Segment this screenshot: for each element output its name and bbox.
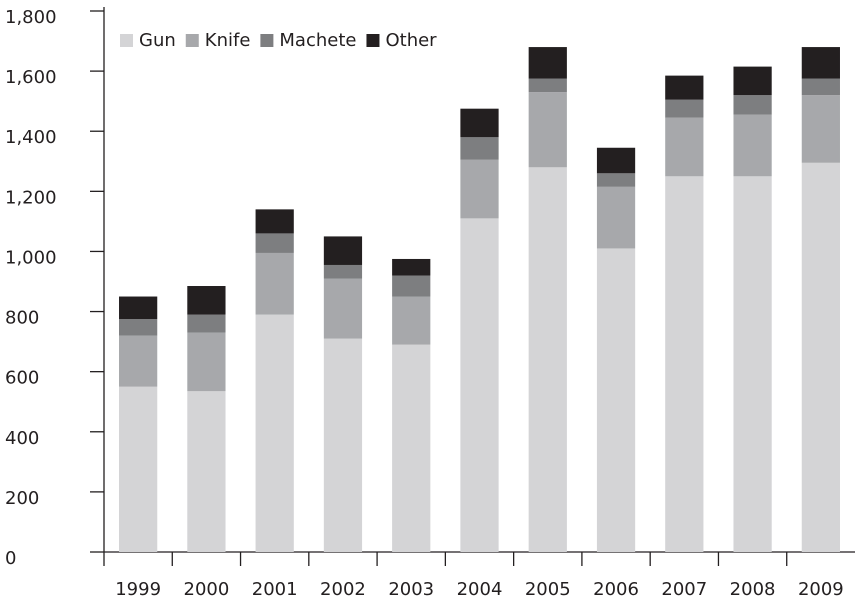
bar-segment <box>460 108 499 138</box>
bar-segment <box>596 248 636 552</box>
bar-segment <box>733 95 772 115</box>
legend-label: Machete <box>279 30 356 51</box>
bar-segment <box>392 296 431 345</box>
y-tick-label: 1,600 <box>5 67 57 88</box>
bar-segment <box>323 278 363 339</box>
x-tick-label: 2008 <box>730 579 776 600</box>
legend-label: Knife <box>205 30 251 51</box>
bar-segment <box>733 114 772 177</box>
legend-swatch <box>260 34 274 47</box>
y-tick-label: 200 <box>5 488 39 509</box>
bar-segment <box>460 137 499 160</box>
y-tick-label: 1,000 <box>5 247 57 268</box>
bar-segment <box>119 319 158 336</box>
legend-swatch <box>366 34 380 47</box>
bar-segment <box>665 75 704 100</box>
bar-segment <box>323 264 363 279</box>
bar-segment <box>460 159 499 219</box>
bar-segment <box>733 176 772 553</box>
bar-segment <box>596 147 636 174</box>
x-tick-label: 1999 <box>115 579 161 600</box>
bar-segment <box>392 344 431 552</box>
bar-segment <box>665 176 704 553</box>
bar-segment <box>665 99 704 118</box>
x-tick-label: 2000 <box>184 579 230 600</box>
y-tick-label: 800 <box>5 308 39 329</box>
bar-segment <box>255 209 294 234</box>
y-tick-label: 600 <box>5 368 39 389</box>
bar-segment <box>596 186 636 249</box>
bar-segment <box>460 218 499 552</box>
bar-segment <box>187 332 226 392</box>
bar-segment <box>528 167 567 553</box>
bar-segment <box>528 78 567 93</box>
legend-label: Other <box>385 30 437 51</box>
x-tick-label: 2007 <box>661 579 707 600</box>
bar-segment <box>323 236 363 265</box>
bar-segment <box>187 314 226 333</box>
bar-segment <box>255 314 294 552</box>
x-tick-label: 2004 <box>457 579 503 600</box>
y-tick-label: 1,800 <box>5 7 57 28</box>
bar-segment <box>119 335 158 387</box>
bar-segment <box>801 95 840 163</box>
bar-segment <box>323 338 363 552</box>
bar-segment <box>528 47 567 79</box>
bar-segment <box>187 391 226 552</box>
bar-segment <box>801 162 840 552</box>
y-tick-label: 0 <box>5 548 16 569</box>
bar-segment <box>392 275 431 297</box>
bar-segment <box>392 258 431 276</box>
y-tick-label: 1,400 <box>5 127 57 148</box>
bar-segment <box>801 47 840 79</box>
y-tick-label: 1,200 <box>5 187 57 208</box>
x-tick-label: 2003 <box>388 579 434 600</box>
x-tick-label: 2005 <box>525 579 571 600</box>
bar-segment <box>255 233 294 253</box>
bar-segment <box>801 78 840 96</box>
x-tick-label: 2009 <box>798 579 844 600</box>
legend-label: Gun <box>139 30 176 51</box>
x-tick-label: 2001 <box>252 579 298 600</box>
bar-segment <box>119 386 158 552</box>
bar-segment <box>733 66 772 96</box>
legend-swatch <box>120 34 133 47</box>
y-tick-label: 400 <box>5 428 39 449</box>
bar-segment <box>255 252 294 315</box>
bar-segment <box>596 173 636 187</box>
bar-segment <box>187 286 226 315</box>
legend-swatch <box>185 34 199 47</box>
x-tick-label: 2006 <box>593 579 639 600</box>
bar-segment <box>665 117 704 177</box>
bar-segment <box>119 296 158 320</box>
bar-segment <box>528 92 567 168</box>
x-tick-label: 2002 <box>320 579 366 600</box>
